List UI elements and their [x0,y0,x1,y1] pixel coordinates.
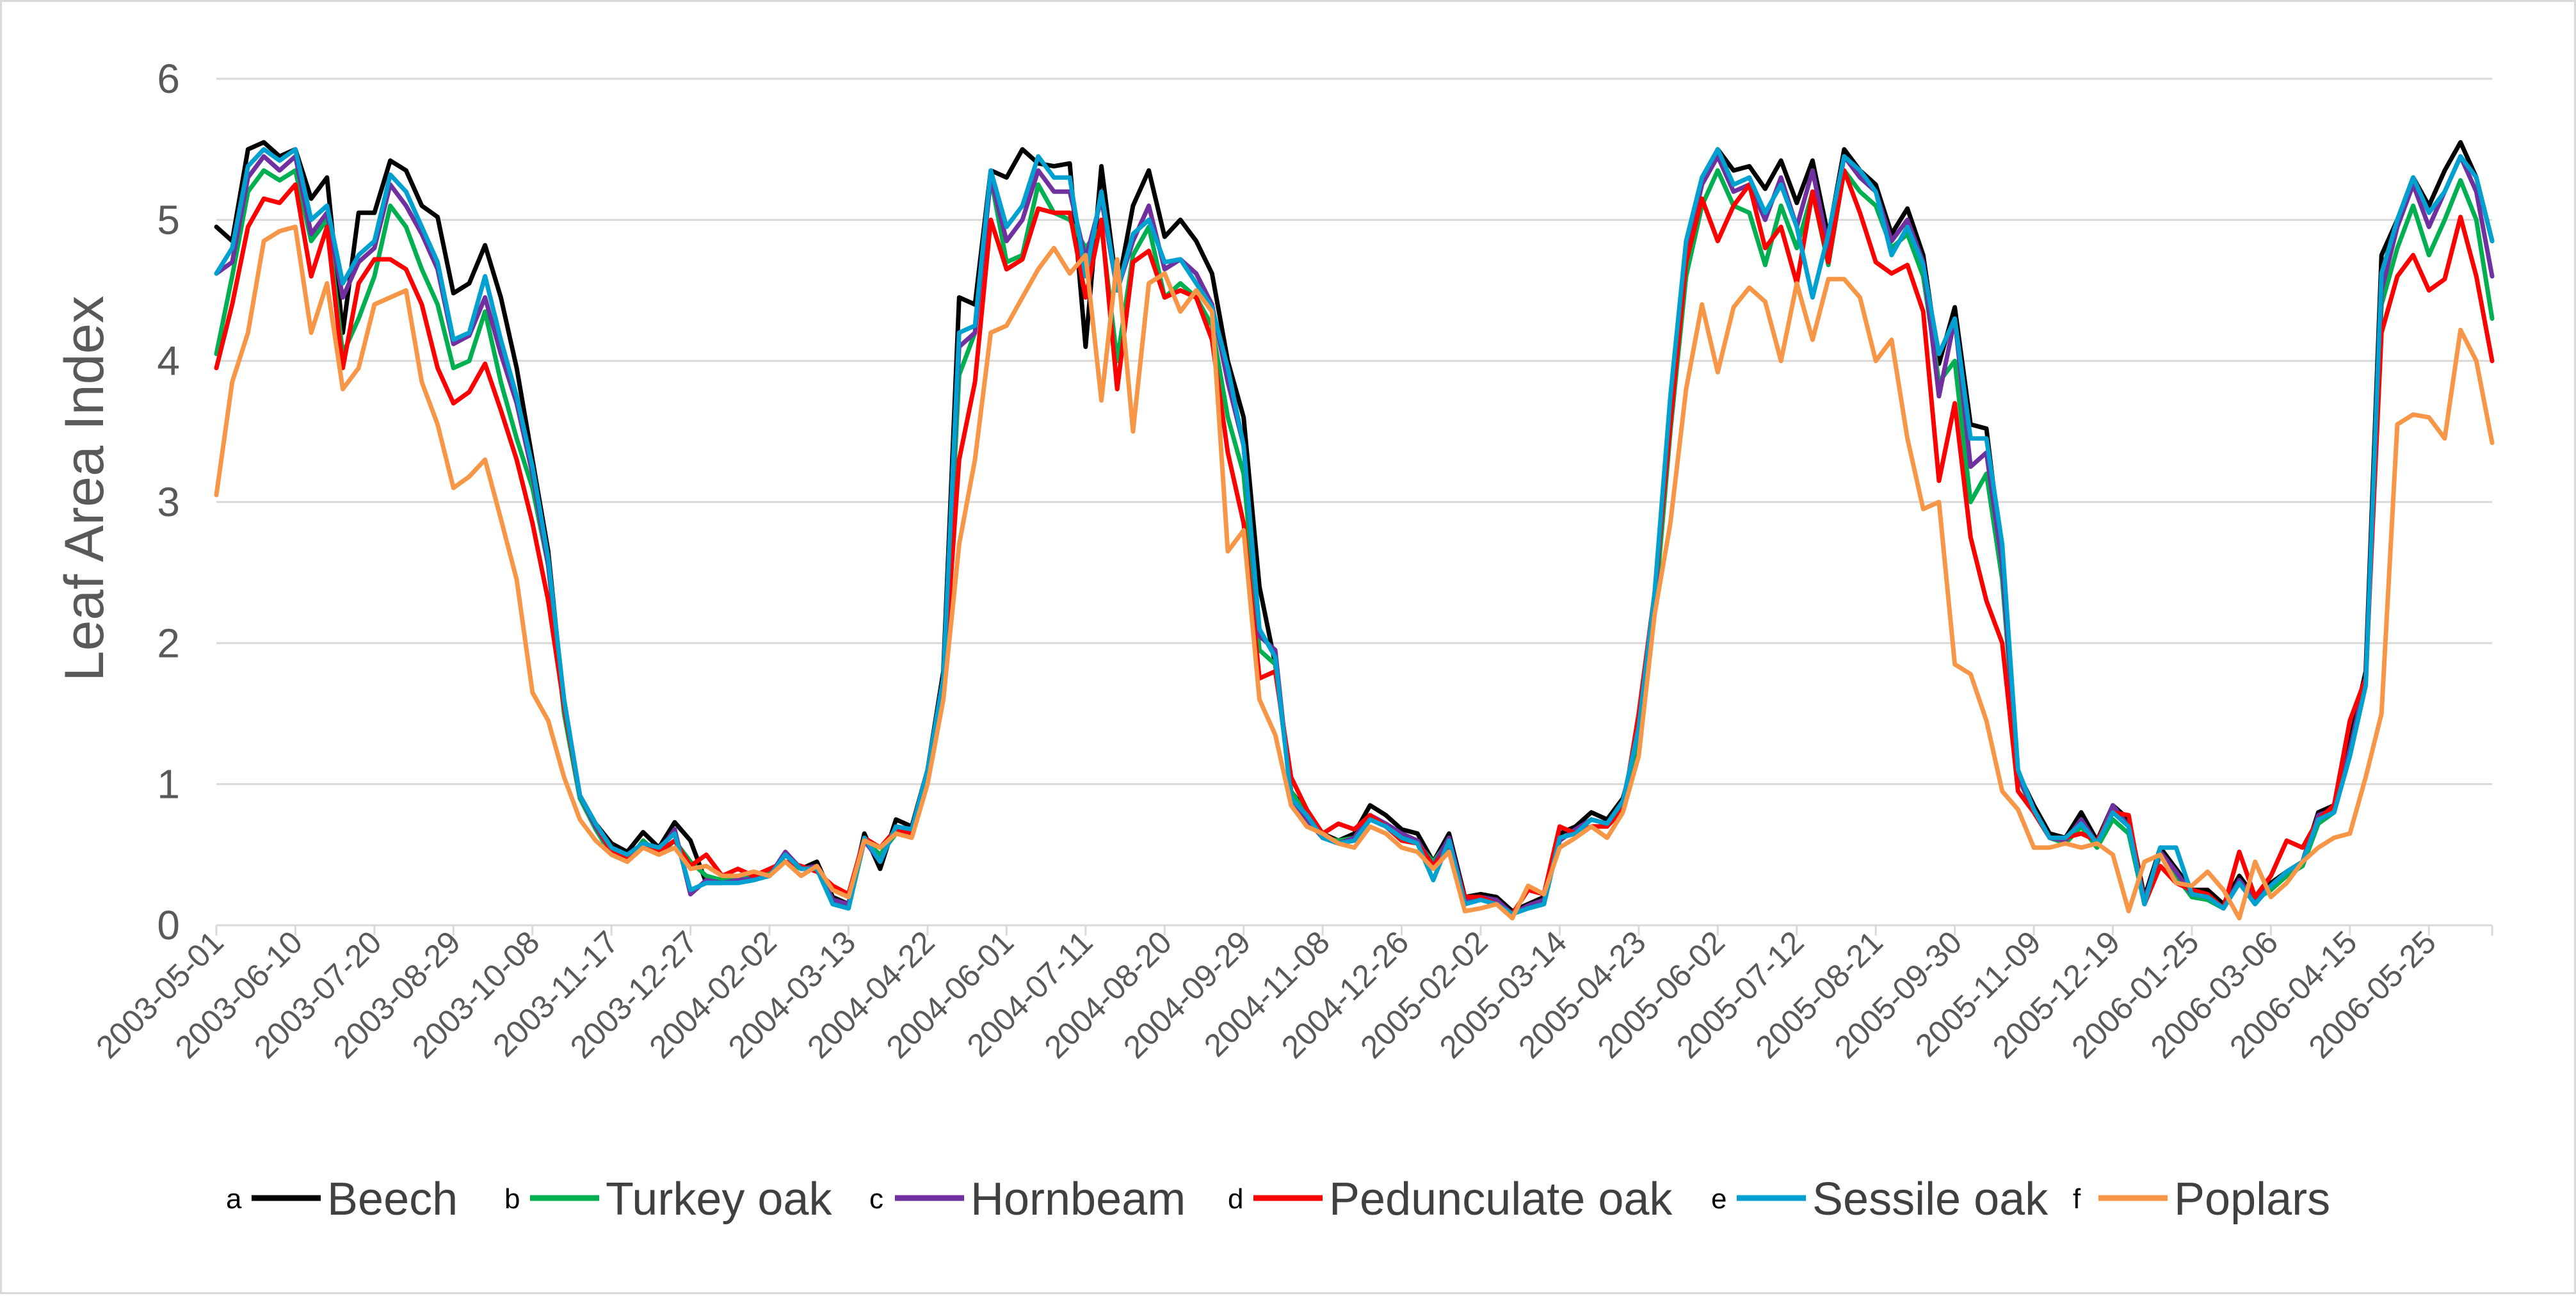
y-tick-labels: 0 1 2 3 4 5 6 [157,56,180,948]
legend: a Beech b Turkey oak c Hornbeam d Pedunculate o… [226,1174,2330,1225]
series-line-turkey-oak [214,168,2495,916]
y-tick-label: 4 [157,338,180,384]
legend-label: Pedunculate oak [1329,1174,1673,1225]
series-line-hornbeam [214,154,2495,916]
x-tick-labels: 2003-05-012003-06-102003-07-202003-08-29… [89,924,2443,1065]
series-line-pedunculate-oak [214,168,2495,916]
legend-item-hornbeam: c Hornbeam [869,1174,1186,1225]
legend-label: Hornbeam [970,1174,1186,1225]
legend-letter: d [1228,1183,1243,1215]
legend-letter: b [504,1183,520,1215]
series-lines [214,140,2495,921]
legend-letter: c [869,1183,883,1215]
legend-label: Beech [327,1174,458,1225]
y-tick-label: 1 [157,761,180,807]
legend-item-pedunculate-oak: d Pedunculate oak [1228,1174,1673,1225]
y-tick-label: 2 [157,620,180,666]
legend-label: Sessile oak [1812,1174,2049,1225]
legend-letter: f [2073,1183,2081,1215]
legend-label: Poplars [2174,1174,2330,1225]
series-line-poplars [214,224,2495,921]
legend-item-turkey-oak: b Turkey oak [504,1174,832,1225]
y-tick-label: 5 [157,197,180,243]
legend-item-sessile-oak: e Sessile oak [1711,1174,2049,1225]
series-line-sessile-oak [214,147,2495,916]
y-tick-label: 3 [157,479,180,525]
y-axis-title: Leaf Area Index [54,296,115,681]
y-tick-label: 6 [157,56,180,102]
y-tick-label: 0 [157,902,180,948]
legend-label: Turkey oak [606,1174,832,1225]
legend-item-beech: a Beech [226,1174,458,1225]
axes [215,924,2493,936]
gridlines [216,77,2492,786]
legend-letter: a [226,1183,242,1215]
legend-item-poplars: f Poplars [2073,1174,2330,1225]
legend-letter: e [1711,1183,1727,1215]
series-line-beech [214,140,2495,914]
